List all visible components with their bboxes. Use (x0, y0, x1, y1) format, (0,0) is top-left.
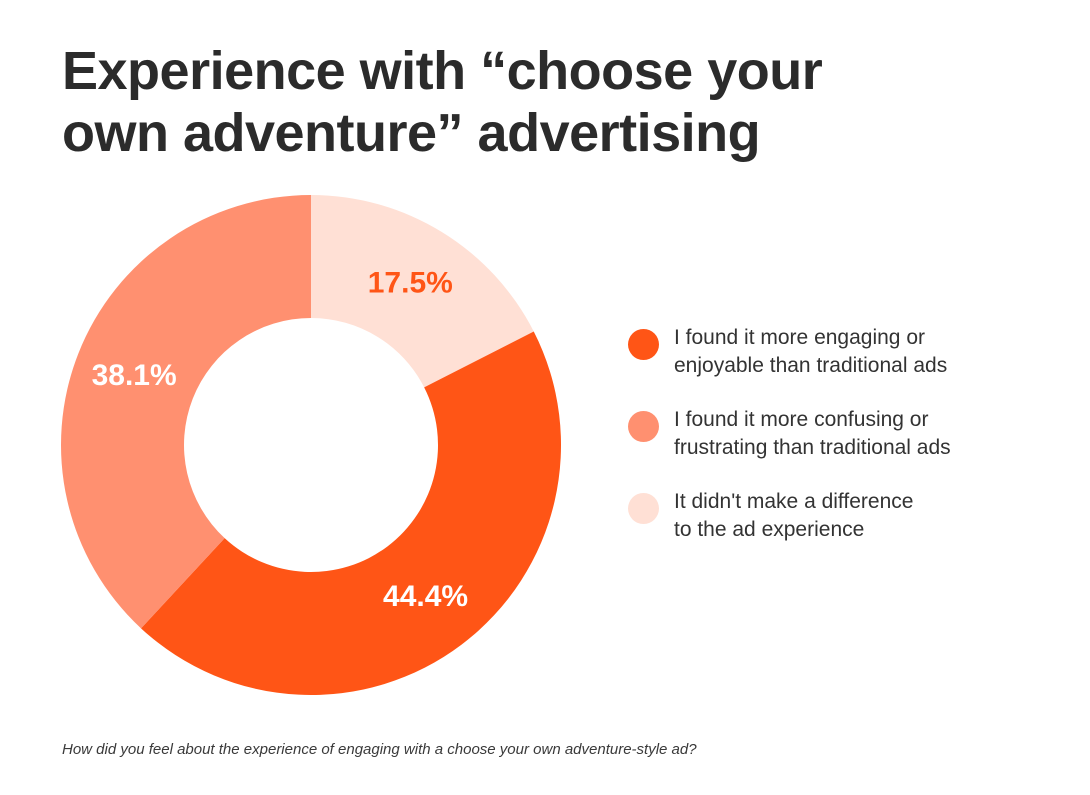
legend: I found it more engaging or enjoyable th… (628, 324, 1068, 570)
legend-label-engaging: I found it more engaging or enjoyable th… (674, 324, 1068, 380)
donut-slice-confusing (60, 195, 311, 629)
legend-swatch-engaging (628, 329, 659, 360)
legend-item-engaging: I found it more engaging or enjoyable th… (628, 324, 1068, 406)
chart-title-line-2: own adventure” advertising (62, 103, 761, 163)
legend-item-no-difference: It didn't make a difference to the ad ex… (628, 488, 1068, 570)
legend-label-confusing-line-2: frustrating than traditional ads (674, 436, 951, 459)
data-label-confusing: 38.1% (92, 359, 177, 392)
survey-question-footnote: How did you feel about the experience of… (62, 741, 697, 758)
donut-slice-no-difference (311, 195, 534, 388)
data-label-no-difference: 17.5% (368, 266, 453, 299)
chart-title-line-1: Experience with “choose your (62, 41, 823, 101)
data-label-engaging: 44.4% (383, 580, 468, 613)
donut-chart: 17.5% 44.4% 38.1% (60, 195, 562, 696)
legend-label-engaging-line-2: enjoyable than traditional ads (674, 354, 948, 377)
legend-label-no-difference-line-1: It didn't make a difference (674, 490, 914, 513)
legend-label-confusing: I found it more confusing or frustrating… (674, 406, 1068, 462)
legend-label-engaging-line-1: I found it more engaging or (674, 326, 925, 349)
legend-label-no-difference: It didn't make a difference to the ad ex… (674, 488, 1068, 544)
legend-swatch-confusing (628, 411, 659, 442)
legend-label-no-difference-line-2: to the ad experience (674, 518, 865, 541)
chart-title: Experience with “choose your own adventu… (62, 40, 962, 164)
legend-label-confusing-line-1: I found it more confusing or (674, 408, 929, 431)
legend-swatch-no-difference (628, 493, 659, 524)
donut-slice-engaging (141, 331, 562, 696)
legend-item-confusing: I found it more confusing or frustrating… (628, 406, 1068, 488)
